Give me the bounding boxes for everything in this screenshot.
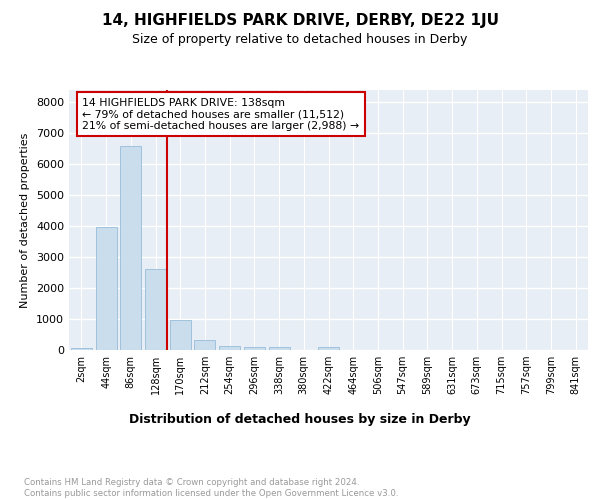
Bar [120, 146, 141, 350]
Bar [244, 346, 265, 350]
Bar [194, 340, 215, 350]
Bar [219, 346, 240, 350]
Bar [170, 320, 191, 350]
Text: Distribution of detached houses by size in Derby: Distribution of detached houses by size … [129, 412, 471, 426]
Text: Size of property relative to detached houses in Derby: Size of property relative to detached ho… [133, 32, 467, 46]
Bar [269, 347, 290, 350]
Bar [95, 227, 116, 350]
Text: 14 HIGHFIELDS PARK DRIVE: 138sqm
← 79% of detached houses are smaller (11,512)
2: 14 HIGHFIELDS PARK DRIVE: 138sqm ← 79% o… [82, 98, 359, 131]
Text: 14, HIGHFIELDS PARK DRIVE, DERBY, DE22 1JU: 14, HIGHFIELDS PARK DRIVE, DERBY, DE22 1… [101, 12, 499, 28]
Bar [71, 348, 92, 350]
Y-axis label: Number of detached properties: Number of detached properties [20, 132, 31, 308]
Bar [145, 269, 166, 350]
Text: Contains HM Land Registry data © Crown copyright and database right 2024.
Contai: Contains HM Land Registry data © Crown c… [24, 478, 398, 498]
Bar [318, 347, 339, 350]
